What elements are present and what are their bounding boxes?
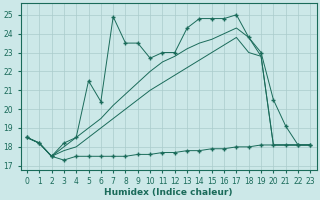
- X-axis label: Humidex (Indice chaleur): Humidex (Indice chaleur): [104, 188, 233, 197]
